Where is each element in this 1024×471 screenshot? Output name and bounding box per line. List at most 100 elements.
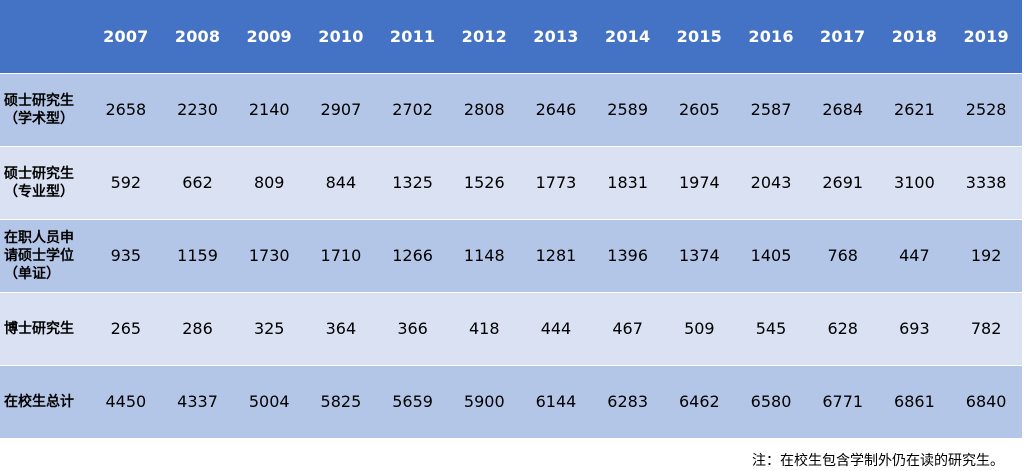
value-cell: 628 [806,292,879,366]
value-cell: 6580 [735,365,807,439]
value-cell: 768 [806,219,879,293]
value-cell: 2702 [376,73,449,147]
row-label-line: 在校生总计 [4,393,74,410]
value-cell: 5825 [305,365,377,439]
year-header: 2017 [806,0,879,74]
value-cell: 418 [448,292,521,366]
value-cell: 5659 [376,365,449,439]
value-cell: 1405 [735,219,807,293]
row-label-line: （单证） [4,265,60,282]
value-cell: 192 [950,219,1022,293]
value-cell: 2684 [806,73,879,147]
value-cell: 6283 [591,365,664,439]
row-label: 硕士研究生 （学术型） [0,73,90,147]
row-label: 在职人员申 请硕士学位 （单证） [0,219,90,293]
value-cell: 844 [305,146,377,220]
row-label-line: （学术型） [4,110,74,127]
value-cell: 2043 [735,146,807,220]
row-label-line: 请硕士学位 [4,247,74,264]
table-row: 硕士研究生 （专业型） 592 662 809 844 1325 1526 17… [0,146,1022,220]
enrollment-table: 2007 2008 2009 2010 2011 2012 2013 2014 … [0,0,1022,439]
value-cell: 782 [950,292,1022,366]
value-cell: 2587 [735,73,807,147]
value-cell: 6771 [806,365,879,439]
value-cell: 809 [233,146,306,220]
table-row: 在职人员申 请硕士学位 （单证） 935 1159 1730 1710 1266… [0,219,1022,293]
value-cell: 2658 [90,73,162,147]
value-cell: 2230 [161,73,234,147]
value-cell: 3338 [950,146,1022,220]
value-cell: 366 [376,292,449,366]
value-cell: 1526 [448,146,521,220]
value-cell: 2808 [448,73,521,147]
value-cell: 1974 [663,146,736,220]
value-cell: 265 [90,292,162,366]
value-cell: 286 [161,292,234,366]
footnote: 注：在校生包含学制外仍在读的研究生。 [752,453,1004,469]
year-header: 2015 [663,0,736,74]
value-cell: 1148 [448,219,521,293]
header-row: 2007 2008 2009 2010 2011 2012 2013 2014 … [0,0,1022,74]
table-row: 硕士研究生 （学术型） 2658 2230 2140 2907 2702 280… [0,73,1022,147]
row-label: 博士研究生 [0,292,90,366]
value-cell: 693 [878,292,951,366]
value-cell: 1396 [591,219,664,293]
value-cell: 5900 [448,365,521,439]
year-header: 2012 [448,0,521,74]
year-header: 2010 [305,0,377,74]
row-label: 在校生总计 [0,365,90,439]
value-cell: 4337 [161,365,234,439]
row-label-line: （专业型） [4,183,74,200]
corner-cell [0,0,90,74]
value-cell: 509 [663,292,736,366]
year-header: 2008 [161,0,234,74]
value-cell: 6144 [520,365,592,439]
value-cell: 6861 [878,365,951,439]
value-cell: 662 [161,146,234,220]
value-cell: 1831 [591,146,664,220]
value-cell: 1281 [520,219,592,293]
value-cell: 4450 [90,365,162,439]
year-header: 2011 [376,0,449,74]
row-label-line: 硕士研究生 [4,165,74,182]
value-cell: 2621 [878,73,951,147]
value-cell: 2589 [591,73,664,147]
row-label-line: 在职人员申 [4,229,74,246]
value-cell: 6462 [663,365,736,439]
value-cell: 935 [90,219,162,293]
row-label-line: 硕士研究生 [4,92,74,109]
value-cell: 1730 [233,219,306,293]
year-header: 2014 [591,0,664,74]
year-header: 2013 [520,0,592,74]
value-cell: 1374 [663,219,736,293]
year-header: 2007 [90,0,162,74]
row-label-line: 博士研究生 [4,320,74,337]
value-cell: 325 [233,292,306,366]
value-cell: 6840 [950,365,1022,439]
year-header: 2018 [878,0,951,74]
value-cell: 1159 [161,219,234,293]
value-cell: 447 [878,219,951,293]
year-header: 2019 [950,0,1022,74]
value-cell: 1773 [520,146,592,220]
value-cell: 364 [305,292,377,366]
value-cell: 2528 [950,73,1022,147]
table-body: 硕士研究生 （学术型） 2658 2230 2140 2907 2702 280… [0,73,1022,439]
value-cell: 1266 [376,219,449,293]
value-cell: 1325 [376,146,449,220]
row-label: 硕士研究生 （专业型） [0,146,90,220]
year-header: 2016 [735,0,807,74]
value-cell: 467 [591,292,664,366]
table-row: 博士研究生 265 286 325 364 366 418 444 467 50… [0,292,1022,366]
value-cell: 2691 [806,146,879,220]
value-cell: 444 [520,292,592,366]
table-row: 在校生总计 4450 4337 5004 5825 5659 5900 6144… [0,365,1022,439]
year-header: 2009 [233,0,306,74]
value-cell: 3100 [878,146,951,220]
value-cell: 5004 [233,365,306,439]
value-cell: 1710 [305,219,377,293]
value-cell: 2907 [305,73,377,147]
value-cell: 2140 [233,73,306,147]
table-header: 2007 2008 2009 2010 2011 2012 2013 2014 … [0,0,1022,74]
